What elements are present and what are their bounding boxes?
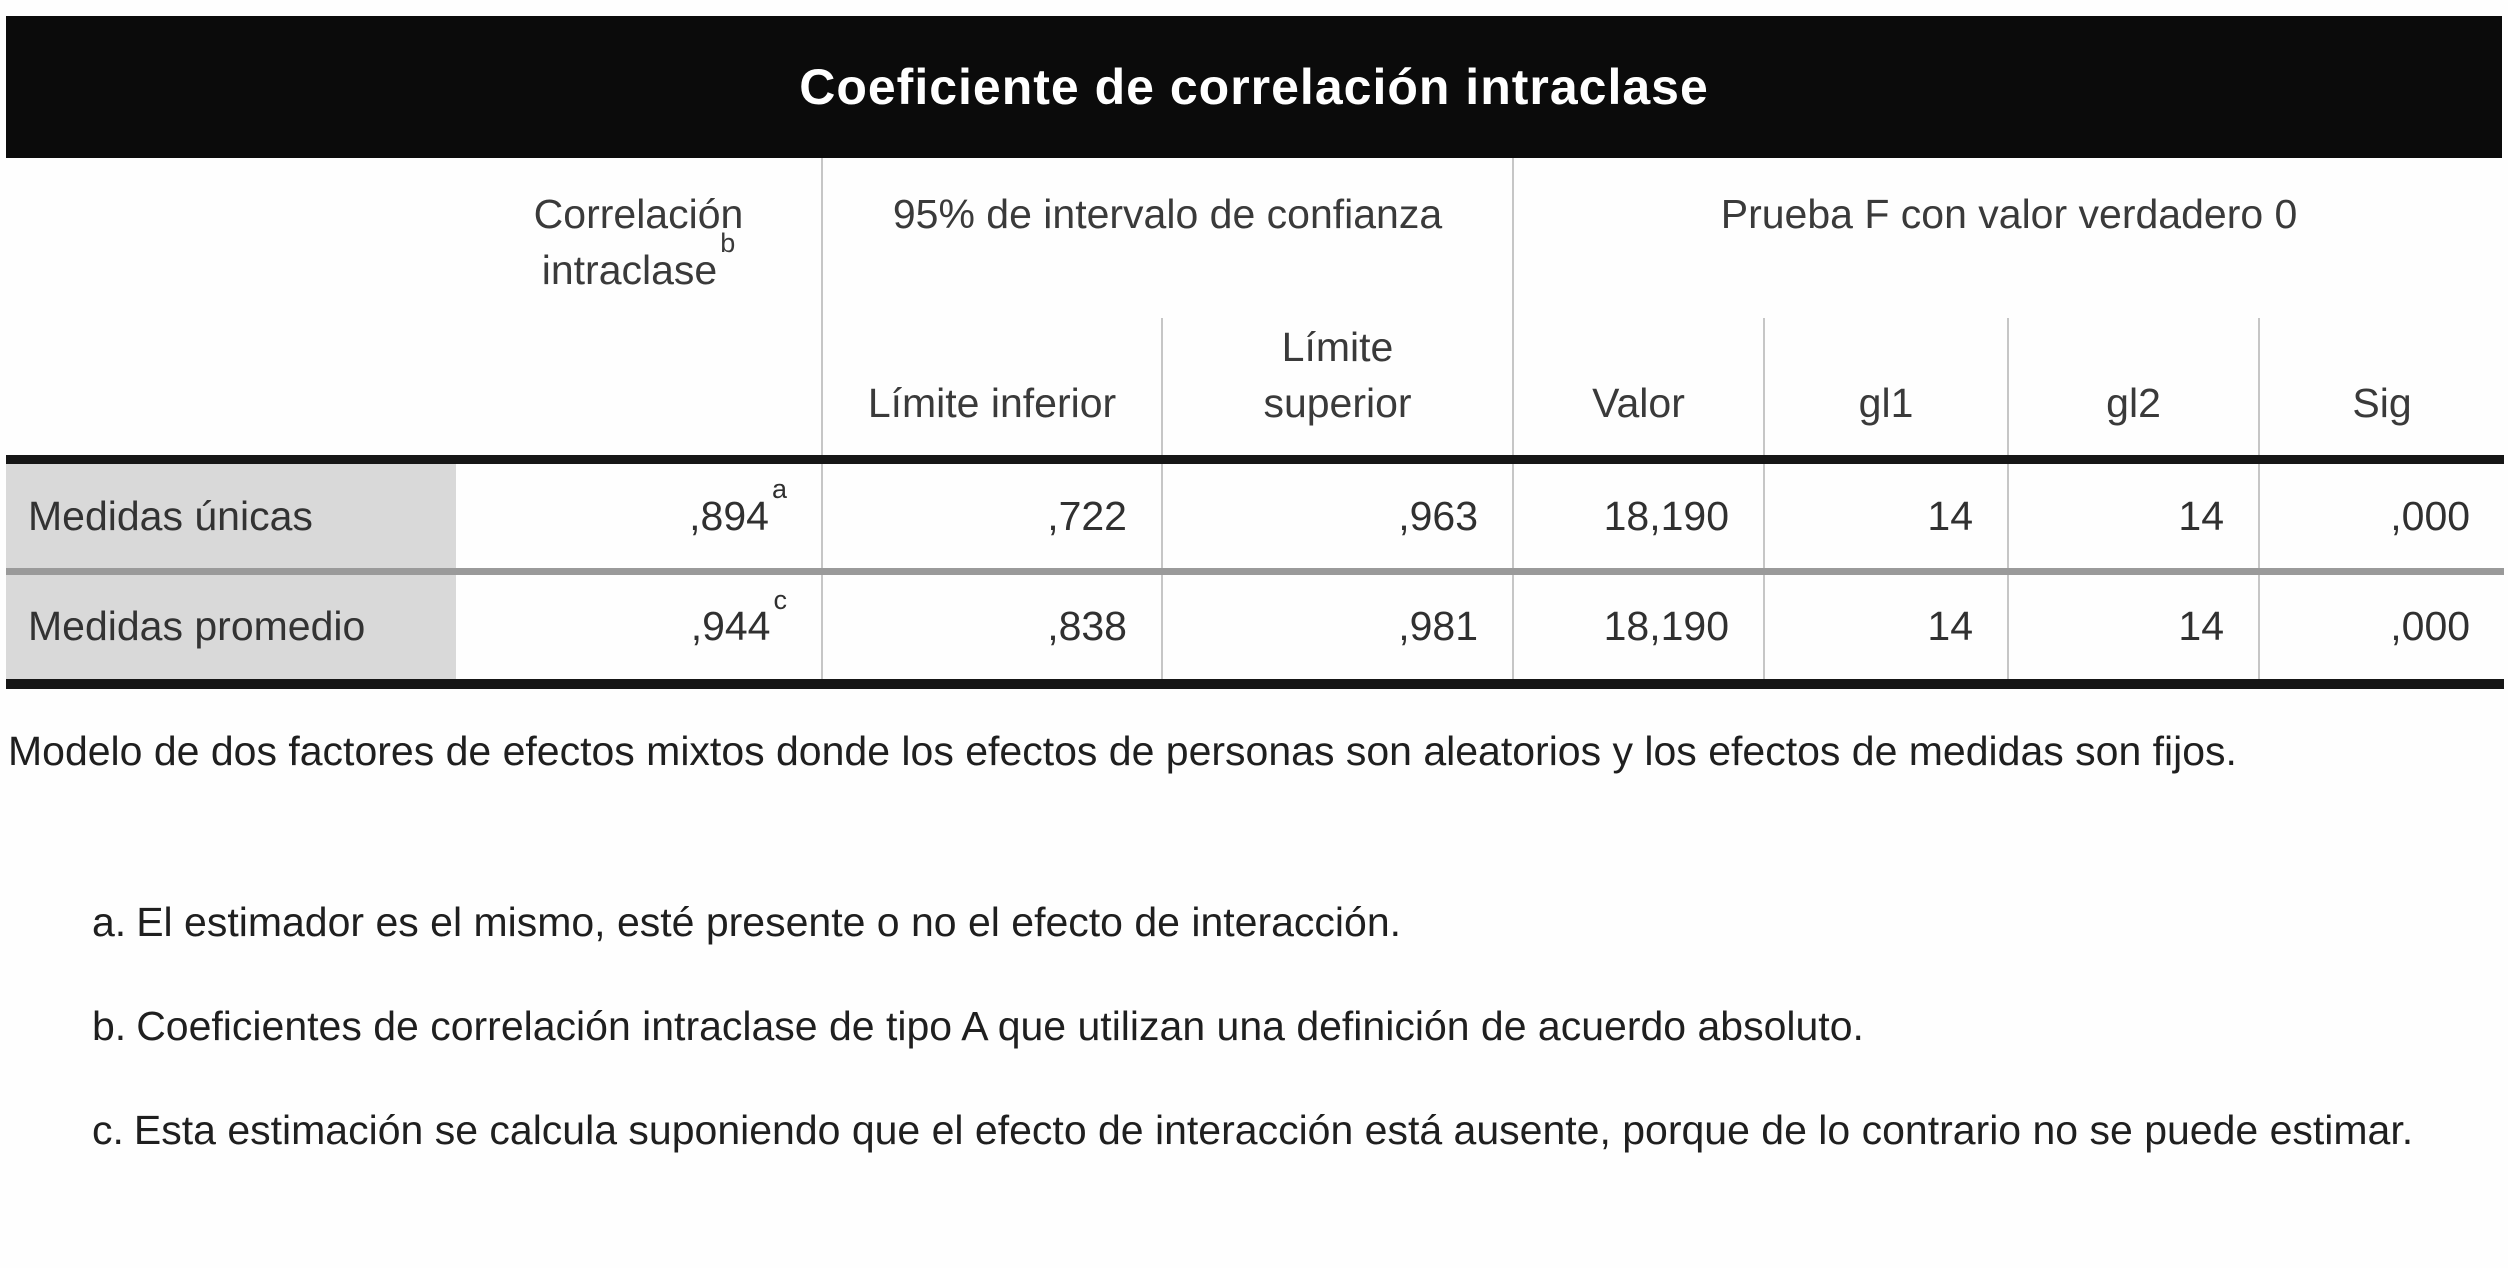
footnote-b-label: b. (92, 1003, 127, 1049)
cell-limite-superior-unicas: ,963 (1160, 459, 1514, 572)
footnote-a: a. El estimador es el mismo, esté present… (0, 882, 2500, 962)
header-intraclase-text: intraclase (541, 247, 718, 293)
header-limite-superior: Límite superior (1160, 318, 1514, 460)
header-correlacion-intraclase: Correlación intraclaseb (456, 158, 822, 460)
cell-limite-inferior-promedio: ,838 (821, 571, 1162, 684)
footnote-a-label: a. (92, 899, 127, 945)
header-confidence-interval: 95% de intervalo de confianza (820, 158, 1514, 318)
header-valor: Valor (1512, 318, 1765, 460)
cell-sig-promedio: ,000 (2258, 571, 2505, 684)
cell-icc-unicas: ,894a (456, 459, 822, 572)
cell-icc-promedio: ,944c (456, 571, 822, 684)
table-caption: Modelo de dos factores de efectos mixtos… (8, 728, 2237, 774)
table-body: Medidas únicas ,894a ,722 ,963 18,190 14… (6, 459, 2505, 684)
cell-limite-inferior-unicas: ,722 (821, 459, 1162, 572)
table-title: Coeficiente de correlación intraclase (799, 59, 1709, 115)
cell-valor-promedio: 18,190 (1512, 571, 1765, 684)
icc-table: Correlación intraclaseb 95% de intervalo… (6, 158, 2505, 689)
footnote-a-marker: a (771, 473, 787, 504)
header-f-test: Prueba F con valor verdadero 0 (1512, 158, 2505, 318)
header-correlacion-line1: Correlación (533, 191, 744, 237)
cell-gl2-unicas: 14 (2007, 459, 2260, 572)
cell-gl1-unicas: 14 (1763, 459, 2009, 572)
footnote-b-marker: b (720, 228, 736, 259)
footnote-b: b. Coeficientes de correlación intraclase… (0, 986, 2500, 1066)
row-label-medidas-unicas: Medidas únicas (6, 459, 456, 572)
header-limite-inferior: Límite inferior (821, 318, 1162, 460)
header-gl2: gl2 (2007, 318, 2260, 460)
table-header: Correlación intraclaseb 95% de intervalo… (6, 158, 2505, 460)
table-title-bar: Coeficiente de correlación intraclase (6, 16, 2502, 158)
footnote-a-text: El estimador es el mismo, esté presente … (136, 899, 1402, 945)
footnote-c-text: Esta estimación se calcula suponiendo qu… (133, 1107, 2414, 1153)
cell-valor-unicas: 18,190 (1512, 459, 1765, 572)
header-limite-superior-line1: Límite (1281, 324, 1394, 370)
header-sig: Sig (2258, 318, 2505, 460)
stub-header-cell (6, 158, 456, 460)
cell-icc-unicas-value: ,894 (689, 492, 769, 539)
footnote-b-text: Coeficientes de correlación intraclase d… (136, 1003, 1864, 1049)
table-row-medidas-promedio: Medidas promedio ,944c ,838 ,981 18,190 … (6, 571, 2505, 684)
cell-gl1-promedio: 14 (1763, 571, 2009, 684)
header-gl1: gl1 (1763, 318, 2009, 460)
cell-gl2-promedio: 14 (2007, 571, 2260, 684)
table-row-medidas-unicas: Medidas únicas ,894a ,722 ,963 18,190 14… (6, 459, 2505, 572)
footnote-c-marker: c (773, 584, 788, 615)
cell-sig-unicas: ,000 (2258, 459, 2505, 572)
cell-icc-promedio-value: ,944 (690, 603, 771, 650)
footnotes: a. El estimador es el mismo, esté present… (0, 882, 2500, 1194)
header-correlacion-line2: intraclaseb (457, 230, 820, 298)
footnote-c-label: c. (92, 1107, 124, 1153)
header-limite-superior-line2: superior (1263, 380, 1412, 426)
cell-limite-superior-promedio: ,981 (1160, 571, 1514, 684)
footnote-c: c. Esta estimación se calcula suponiendo … (0, 1090, 2500, 1170)
row-label-medidas-promedio: Medidas promedio (6, 571, 456, 684)
